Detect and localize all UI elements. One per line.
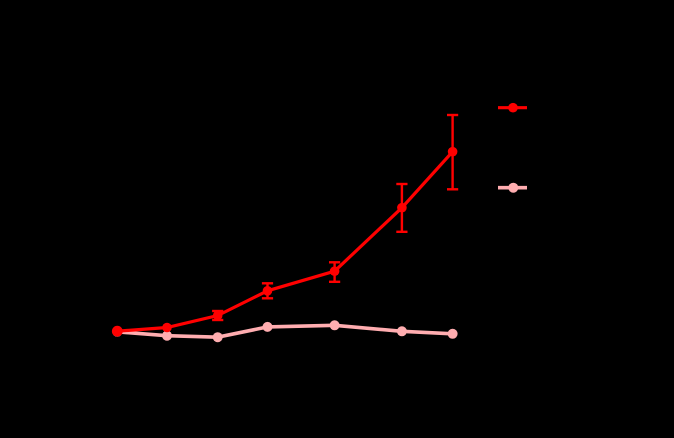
pink-series-marker (162, 330, 172, 341)
legend-entry-pink-marker-sample (508, 182, 519, 193)
pink-series-marker (262, 321, 273, 332)
red-series-marker (329, 266, 340, 277)
red-series-marker (397, 202, 407, 213)
red-series-marker (447, 146, 458, 157)
pink-series (112, 320, 458, 343)
legend (498, 102, 527, 193)
legend-entry-pink (498, 182, 527, 193)
red-series-marker (162, 322, 172, 333)
pink-series-marker (329, 320, 340, 331)
pink-series-marker (447, 328, 458, 339)
legend-entry-red-marker-sample (508, 102, 518, 113)
red-series-marker (111, 325, 123, 337)
red-series-marker (212, 310, 223, 321)
pink-series-marker (212, 332, 223, 343)
red-series (111, 113, 459, 337)
legend-entry-red (498, 102, 527, 113)
red-series-line (117, 150, 454, 333)
red-series-marker (262, 286, 273, 296)
pink-series-marker (396, 326, 407, 337)
